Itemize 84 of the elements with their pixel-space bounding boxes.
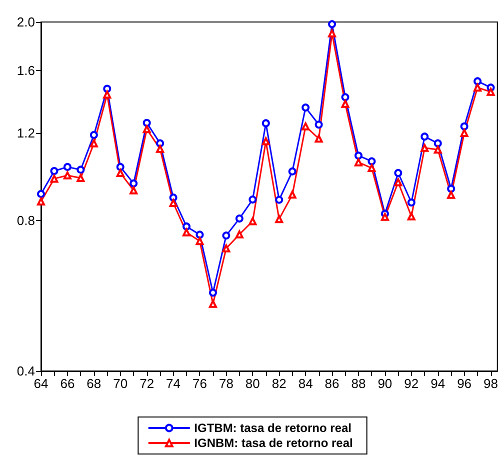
point xyxy=(76,166,85,174)
point xyxy=(328,20,336,28)
point xyxy=(394,178,402,186)
x-tick-label: 92 xyxy=(404,376,419,391)
legend-label: IGNBM: tasa de retorno real xyxy=(194,436,353,450)
x-tick-label: 96 xyxy=(457,376,472,391)
x-tick-label: 74 xyxy=(166,376,181,391)
y-tick-label: 1.2 xyxy=(16,125,35,140)
x-tick-label: 78 xyxy=(218,376,234,391)
point xyxy=(354,158,362,166)
point xyxy=(380,212,389,221)
point xyxy=(474,77,482,86)
point xyxy=(314,120,323,129)
point xyxy=(447,190,456,199)
point xyxy=(460,128,468,137)
x-tick-label: 70 xyxy=(113,376,128,391)
x-tick-label: 72 xyxy=(140,376,154,391)
point xyxy=(63,162,72,171)
point xyxy=(341,93,350,102)
point xyxy=(262,119,270,128)
point xyxy=(222,244,230,252)
point xyxy=(130,179,138,188)
point xyxy=(434,146,442,154)
x-tick-label: 68 xyxy=(86,376,102,391)
y-tick-label: 0.8 xyxy=(16,213,35,228)
point xyxy=(130,186,138,194)
point xyxy=(50,167,58,176)
point xyxy=(420,144,429,152)
point xyxy=(368,157,376,166)
x-tick-label: 86 xyxy=(324,376,340,391)
point xyxy=(208,288,217,297)
point xyxy=(341,100,350,108)
point xyxy=(302,122,310,130)
point xyxy=(407,212,416,220)
point xyxy=(407,198,416,207)
point xyxy=(235,230,244,238)
point xyxy=(394,168,402,177)
x-tick-label: 66 xyxy=(60,376,75,391)
point xyxy=(196,230,204,239)
y-tick-label: 1.6 xyxy=(16,62,35,78)
point xyxy=(486,88,495,96)
point xyxy=(208,300,217,308)
point xyxy=(90,130,98,139)
point xyxy=(222,232,230,240)
point xyxy=(420,132,429,141)
point xyxy=(302,104,310,112)
point xyxy=(288,167,296,176)
point xyxy=(235,214,244,223)
x-tick-label: 94 xyxy=(430,376,446,391)
legend-label: IGTBM: tasa de retorno real xyxy=(194,421,352,435)
point xyxy=(50,174,58,183)
point xyxy=(156,139,164,148)
x-tick-label: 88 xyxy=(351,376,366,391)
point xyxy=(63,171,72,180)
point xyxy=(90,139,98,148)
point xyxy=(262,137,270,146)
x-tick-label: 84 xyxy=(298,376,313,391)
point xyxy=(156,144,164,153)
point xyxy=(182,222,191,230)
point xyxy=(182,228,191,236)
y-tick-label: 2.0 xyxy=(16,14,35,30)
point xyxy=(447,184,456,193)
point xyxy=(354,152,362,160)
point xyxy=(314,134,323,143)
point xyxy=(116,168,124,177)
point xyxy=(169,194,178,202)
point xyxy=(248,196,257,204)
y-tick-label: 0.4 xyxy=(16,364,35,378)
point xyxy=(434,139,442,148)
point xyxy=(248,217,257,226)
x-tick-label: 98 xyxy=(484,376,498,391)
x-tick-label: 82 xyxy=(272,376,286,391)
point xyxy=(142,118,151,127)
point xyxy=(116,162,124,171)
x-tick-label: 76 xyxy=(192,376,207,391)
x-tick-label: 64 xyxy=(34,376,48,391)
point xyxy=(142,125,151,134)
point xyxy=(37,190,45,198)
x-tick-label: 80 xyxy=(245,376,260,391)
point xyxy=(460,122,468,130)
point xyxy=(275,196,284,204)
point xyxy=(103,84,112,93)
x-tick-label: 90 xyxy=(378,376,392,391)
point xyxy=(328,29,336,38)
